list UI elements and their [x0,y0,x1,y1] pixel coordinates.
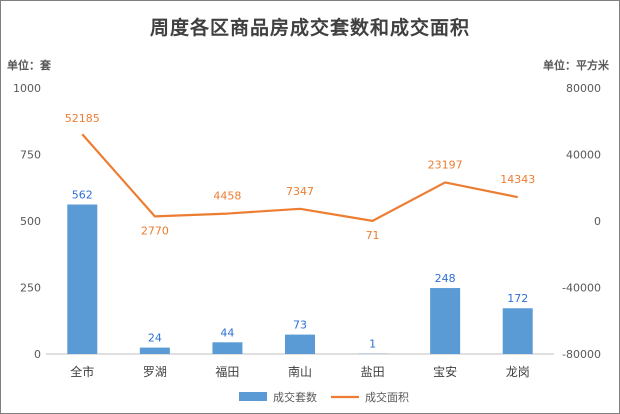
bar-value-label: 44 [220,326,234,339]
bar-全市 [67,204,98,354]
bar-南山 [285,334,315,354]
category-label: 宝安 [433,364,457,379]
category-label: 龙岗 [506,365,530,379]
line-value-label: 52185 [65,112,100,125]
left-tick-label: 500 [20,215,41,228]
legend-bar-label: 成交套数 [273,390,317,404]
line-value-label: 4458 [213,190,241,203]
category-label: 福田 [215,364,239,379]
line-value-label: 14343 [500,173,535,186]
left-axis-unit: 单位：套 [7,59,51,72]
bar-value-label: 562 [72,189,93,202]
line-value-label: 71 [366,229,380,242]
chart-title: 周度各区商品房成交套数和成交面积 [149,17,470,39]
bar-value-label: 172 [507,292,528,305]
left-tick-label: 1000 [13,82,41,95]
line-value-label: 7347 [286,185,314,198]
category-label: 罗湖 [143,364,167,379]
bar-value-label: 1 [369,338,376,351]
bar-value-label: 24 [148,332,162,345]
left-tick-label: 750 [20,149,41,162]
line-value-label: 23197 [428,158,463,171]
category-label: 盐田 [361,365,385,379]
right-tick-label: 80000 [566,82,601,95]
bar-龙岗 [502,308,533,354]
line-value-label: 2770 [141,224,169,237]
legend-line-label: 成交面积 [365,390,409,404]
bar-罗湖 [139,347,170,354]
right-tick-label: 40000 [566,149,601,162]
right-axis-unit: 单位：平方米 [543,59,609,72]
left-tick-label: 0 [34,348,41,361]
area-line [81,133,518,222]
bar-宝安 [430,288,461,354]
legend-bar-swatch [239,392,267,401]
bar-value-label: 73 [293,319,307,332]
left-tick-label: 250 [20,282,41,295]
bar-福田 [212,342,243,354]
bar-value-label: 248 [435,272,456,285]
right-tick-label: -80000 [562,348,601,361]
right-tick-label: 0 [594,215,601,228]
category-label: 南山 [288,364,312,379]
category-label: 全市 [70,364,94,379]
right-tick-label: -40000 [562,282,601,295]
